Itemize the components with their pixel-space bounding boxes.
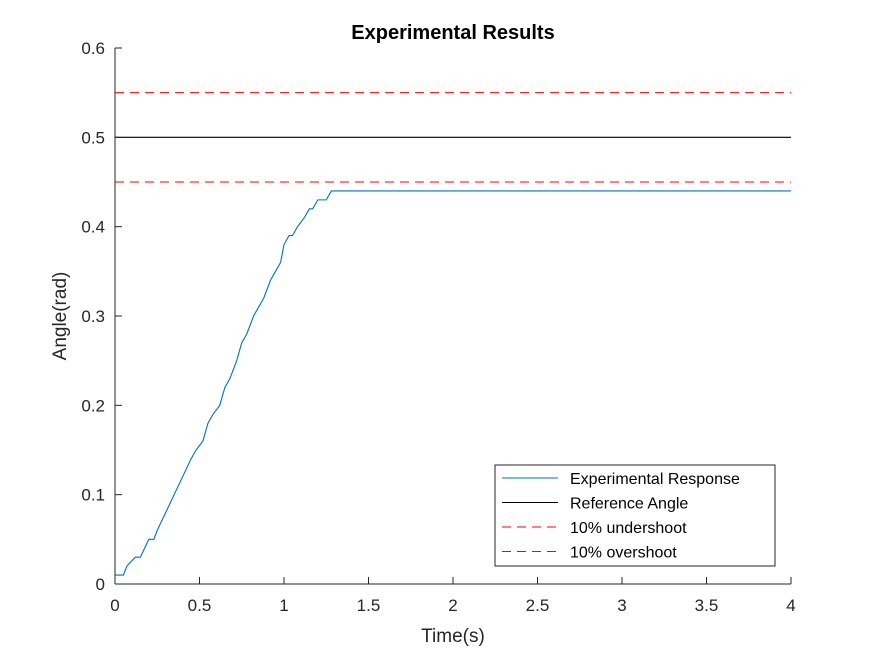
legend-label: Reference Angle [570,496,688,513]
x-tick-label: 1 [279,596,288,615]
x-axis-title: Time(s) [421,626,485,647]
y-tick-label: 0.6 [81,39,105,58]
legend-label: 10% overshoot [570,545,677,562]
y-tick-label: 0.2 [81,396,105,415]
y-tick-label: 0.4 [81,218,105,237]
y-tick-label: 0.3 [81,307,105,326]
y-tick-label: 0.5 [81,128,105,147]
y-axis-title: Angle(rad) [50,272,71,361]
x-tick-label: 2 [448,596,457,615]
x-tick-label: 1.5 [357,596,381,615]
series-layer [115,92,791,576]
legend-label: 10% undershoot [570,520,687,537]
chart-title: Experimental Results [351,22,554,44]
axes-layer: 0 0.5 1 1.5 2 2.5 3 3.5 4 0 0.1 0.2 0.3 0.4 0.5 0.6 [81,39,795,615]
x-tick-label: 0 [110,596,119,615]
legend: Experimental Response Reference Angle 10% … [494,464,776,567]
legend-box [494,464,776,567]
y-tick-label: 0.1 [81,486,105,505]
series-line-1 [115,190,791,576]
y-tick-label: 0 [96,575,105,594]
x-tick-label: 2.5 [526,596,550,615]
x-tick-label: 4 [786,596,795,615]
x-tick-label: 3 [617,596,626,615]
x-tick-label: 0.5 [188,596,212,615]
x-tick-label: 3.5 [695,596,719,615]
legend-label: Experimental Response [570,471,740,488]
